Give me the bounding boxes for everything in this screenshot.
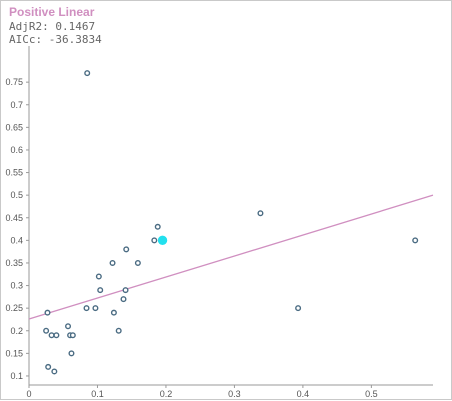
- chart-title: Positive Linear: [9, 5, 95, 19]
- highlighted-point: [157, 235, 168, 246]
- y-tick-label: 0.6: [10, 145, 23, 155]
- y-tick-label: 0.1: [10, 371, 23, 381]
- data-point: [53, 332, 60, 339]
- data-point: [68, 350, 75, 357]
- x-tick-label: 0.3: [228, 389, 241, 399]
- x-tick-label: 0.2: [160, 389, 173, 399]
- data-point: [122, 287, 129, 294]
- data-point: [134, 259, 141, 266]
- data-point: [48, 332, 55, 339]
- data-point: [65, 323, 72, 330]
- data-point: [154, 223, 161, 230]
- y-tick-label: 0.35: [5, 258, 23, 268]
- data-point: [110, 309, 117, 316]
- aicc-stat: AICc: -36.3834: [9, 33, 102, 46]
- data-point: [257, 210, 264, 217]
- data-point: [44, 309, 51, 316]
- data-point: [83, 305, 90, 312]
- data-point: [92, 305, 99, 312]
- y-tick-label: 0.3: [10, 281, 23, 291]
- data-point: [43, 327, 50, 334]
- y-tick-label: 0.2: [10, 326, 23, 336]
- data-point: [295, 305, 302, 312]
- y-tick-label: 0.15: [5, 348, 23, 358]
- data-point: [412, 237, 419, 244]
- x-tick-label: 0.1: [91, 389, 104, 399]
- data-point: [45, 363, 52, 370]
- adj-r2-stat: AdjR2: 0.1467: [9, 20, 96, 33]
- trend-line: [28, 194, 434, 320]
- data-point: [51, 368, 58, 375]
- data-point: [123, 246, 130, 253]
- y-tick-label: 0.7: [10, 100, 23, 110]
- x-tick-label: 0: [26, 389, 31, 399]
- y-tick-label: 0.5: [10, 190, 23, 200]
- data-point: [95, 273, 102, 280]
- data-point: [151, 237, 158, 244]
- data-point: [97, 287, 104, 294]
- y-tick-label: 0.75: [5, 77, 23, 87]
- data-point: [109, 259, 116, 266]
- data-point: [84, 70, 91, 77]
- x-tick-label: 0.5: [365, 389, 378, 399]
- data-point: [69, 332, 76, 339]
- x-tick-label: 0.4: [297, 389, 310, 399]
- y-tick-label: 0.45: [5, 213, 23, 223]
- y-tick-label: 0.65: [5, 122, 23, 132]
- y-tick-label: 0.4: [10, 235, 23, 245]
- data-point: [120, 296, 127, 303]
- data-point: [115, 327, 122, 334]
- y-tick-label: 0.55: [5, 168, 23, 178]
- y-tick-label: 0.25: [5, 303, 23, 313]
